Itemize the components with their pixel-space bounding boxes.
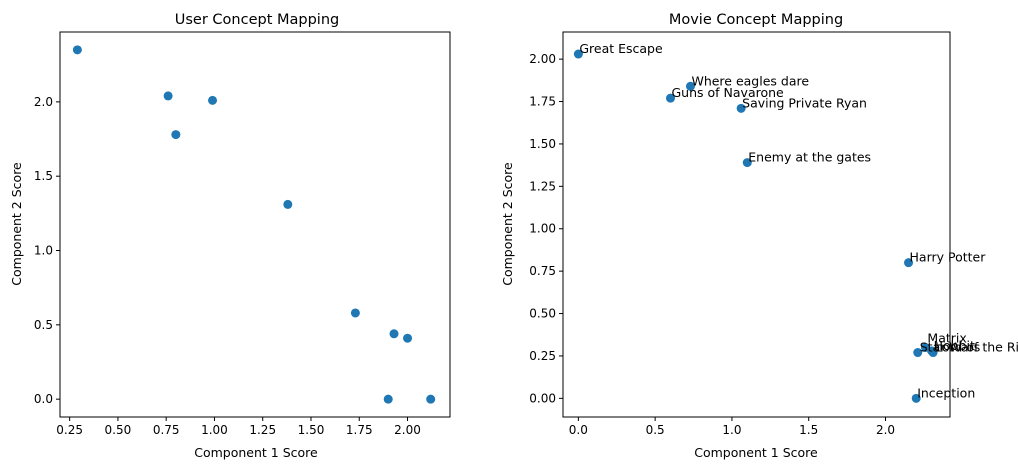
data-point xyxy=(904,258,914,268)
data-point xyxy=(742,158,752,168)
x-tick-label: 1.75 xyxy=(346,423,373,437)
x-tick-label: 0.25 xyxy=(56,423,83,437)
y-tick-label: 1.25 xyxy=(529,179,556,193)
user-concept-mapping-chart: User Concept Mapping 0.25 0.50 0.75 1.00 1.2… xyxy=(9,12,451,460)
y-axis-label: Component 2 Score xyxy=(500,162,515,286)
point-label: Great Escape xyxy=(579,41,663,56)
point-label: Lord of the Rings xyxy=(935,340,1018,355)
point-label: Matrix xyxy=(927,330,966,345)
point-label: Hobbit xyxy=(934,338,975,353)
y-tick-label: 0.50 xyxy=(529,307,556,321)
point-label: Harry Potter xyxy=(910,250,987,265)
y-tick-label: 0.75 xyxy=(529,264,556,278)
y-tick-label: 2.0 xyxy=(34,95,53,109)
x-tick-label: 1.0 xyxy=(722,423,741,437)
data-point xyxy=(171,130,181,140)
y-tick-label: 1.50 xyxy=(529,137,556,151)
x-tick-label: 1.25 xyxy=(249,423,276,437)
x-tick-label: 1.00 xyxy=(201,423,228,437)
y-axis-label: Component 2 Score xyxy=(9,162,24,286)
plot-frame xyxy=(59,31,451,418)
x-tick-label: 0.5 xyxy=(646,423,665,437)
y-tick-label: 0.5 xyxy=(34,318,53,332)
x-axis-label: Component 1 Score xyxy=(694,445,818,460)
point-label: Inception xyxy=(917,385,975,400)
y-tick-label: 0.0 xyxy=(34,392,53,406)
x-tick-label: 0.75 xyxy=(153,423,180,437)
data-point xyxy=(736,103,746,113)
data-point xyxy=(573,49,583,59)
data-point xyxy=(208,95,218,105)
data-point xyxy=(666,93,675,103)
y-tick-label: 1.0 xyxy=(34,244,53,258)
data-point xyxy=(927,346,937,356)
x-tick-label: 2.0 xyxy=(876,423,895,437)
point-label: Saving Private Ryan xyxy=(742,95,867,110)
x-axis-label: Component 1 Score xyxy=(194,445,318,460)
data-point xyxy=(426,394,436,404)
data-points xyxy=(72,45,436,404)
data-point xyxy=(163,91,173,101)
y-tick-label: 0.25 xyxy=(529,349,556,363)
data-point xyxy=(389,329,399,339)
chart-title: Movie Concept Mapping xyxy=(669,12,843,28)
x-tick-label: 0.0 xyxy=(569,423,588,437)
x-tick-label: 0.50 xyxy=(105,423,132,437)
y-tick-label: 2.00 xyxy=(529,52,556,66)
data-point xyxy=(350,308,360,318)
x-tick-label: 1.50 xyxy=(298,423,325,437)
tick-labels: 0.0 0.5 1.0 1.5 2.0 0.00 0.25 0.50 0.75 1.00 1.25 1… xyxy=(529,52,895,437)
movie-concept-mapping-chart: Movie Concept Mapping 0.0 0.5 1.0 1.5 2.00.0… xyxy=(500,12,1018,460)
tick-marks xyxy=(56,101,409,421)
data-point xyxy=(403,333,413,343)
data-point xyxy=(685,81,695,91)
point-label: Enemy at the gates xyxy=(748,150,871,165)
data-point xyxy=(283,199,293,209)
y-tick-label: 1.75 xyxy=(529,95,556,109)
y-tick-label: 1.5 xyxy=(34,169,53,183)
data-point xyxy=(72,45,82,55)
data-point xyxy=(913,348,923,358)
point-label: Where eagles dare xyxy=(691,73,809,88)
data-points xyxy=(573,49,938,403)
y-tick-label: 0.00 xyxy=(529,391,556,405)
chart-title: User Concept Mapping xyxy=(175,12,339,28)
data-point xyxy=(383,394,393,404)
tick-labels: 0.25 0.50 0.75 1.00 1.25 1.50 1.75 2.00 0.0 0.5 1.… xyxy=(34,95,421,437)
point-label: Guns of Navarone xyxy=(672,85,785,100)
plot-frame xyxy=(562,31,951,418)
tick-marks xyxy=(559,58,886,421)
x-tick-label: 2.00 xyxy=(394,423,421,437)
data-point xyxy=(911,393,921,403)
x-tick-label: 1.5 xyxy=(799,423,818,437)
y-tick-label: 1.00 xyxy=(529,222,556,236)
